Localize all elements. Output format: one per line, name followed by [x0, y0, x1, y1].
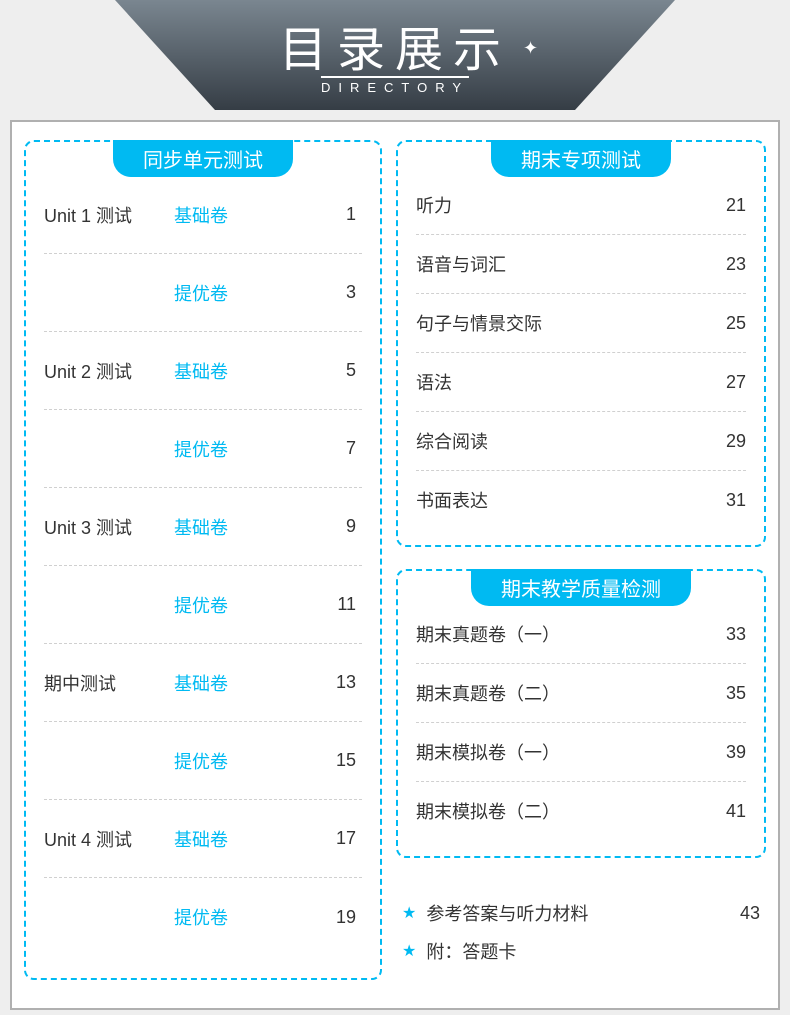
unit-page: 17 [274, 828, 362, 849]
toc-label: 语音与词汇 [416, 251, 710, 277]
unit-page: 3 [274, 282, 362, 303]
appendix-label: 参考答案与听力材料 [426, 900, 720, 926]
toc-row: 听力21 [416, 176, 746, 235]
unit-type: 提优卷 [174, 436, 274, 462]
right-panel-2-title: 期末教学质量检测 [471, 569, 691, 606]
toc-page: 39 [710, 742, 746, 763]
right-panel-1-title: 期末专项测试 [491, 140, 671, 177]
unit-row: Unit 3 测试基础卷9 [44, 488, 362, 566]
star-icon: ★ [402, 941, 416, 961]
toc-row: 期末模拟卷（二）41 [416, 782, 746, 840]
toc-page: 41 [710, 801, 746, 822]
toc-row: 语音与词汇23 [416, 235, 746, 294]
left-column: 同步单元测试 Unit 1 测试基础卷1提优卷3Unit 2 测试基础卷5提优卷… [24, 140, 382, 990]
right-panel-2: 期末教学质量检测 期末真题卷（一）33期末真题卷（二）35期末模拟卷（一）39期… [396, 569, 766, 858]
sparkle-icon: ✦ [523, 38, 538, 59]
toc-label: 期末模拟卷（一） [416, 739, 710, 765]
toc-page: 33 [710, 624, 746, 645]
appendix-row: ★ 参考答案与听力材料43 [402, 894, 760, 932]
header-banner: 目录展示 DIRECTORY ✦ [0, 0, 790, 110]
toc-row: 句子与情景交际25 [416, 294, 746, 353]
toc-label: 书面表达 [416, 487, 710, 513]
unit-row: 提优卷3 [44, 254, 362, 332]
unit-row: 提优卷15 [44, 722, 362, 800]
unit-page: 1 [274, 204, 362, 225]
toc-page: 35 [710, 683, 746, 704]
toc-page: 21 [710, 195, 746, 216]
toc-row: 综合阅读29 [416, 412, 746, 471]
unit-page: 15 [274, 750, 362, 771]
toc-row: 期末真题卷（一）33 [416, 605, 746, 664]
header-title: 目录展示 [279, 10, 511, 80]
unit-type: 提优卷 [174, 592, 274, 618]
appendix-label: 附：答题卡 [426, 938, 720, 964]
toc-label: 综合阅读 [416, 428, 710, 454]
unit-type: 提优卷 [174, 280, 274, 306]
header-subtitle: DIRECTORY [321, 76, 469, 95]
toc-label: 听力 [416, 192, 710, 218]
toc-label: 期末模拟卷（二） [416, 798, 710, 824]
unit-name: Unit 4 测试 [44, 826, 174, 852]
unit-row: 提优卷19 [44, 878, 362, 956]
appendix-page: 43 [720, 903, 760, 924]
toc-row: 书面表达31 [416, 471, 746, 529]
unit-name: 期中测试 [44, 670, 174, 696]
right-panel-1: 期末专项测试 听力21语音与词汇23句子与情景交际25语法27综合阅读29书面表… [396, 140, 766, 547]
unit-type: 基础卷 [174, 514, 274, 540]
unit-row: 提优卷7 [44, 410, 362, 488]
toc-page: 31 [710, 490, 746, 511]
unit-page: 11 [274, 594, 362, 615]
content-container: 同步单元测试 Unit 1 测试基础卷1提优卷3Unit 2 测试基础卷5提优卷… [10, 120, 780, 1010]
unit-type: 提优卷 [174, 748, 274, 774]
unit-page: 9 [274, 516, 362, 537]
unit-page: 7 [274, 438, 362, 459]
unit-type: 基础卷 [174, 358, 274, 384]
right-column: 期末专项测试 听力21语音与词汇23句子与情景交际25语法27综合阅读29书面表… [396, 140, 766, 990]
toc-row: 语法27 [416, 353, 746, 412]
unit-row: 期中测试基础卷13 [44, 644, 362, 722]
left-panel-title: 同步单元测试 [113, 140, 293, 177]
unit-page: 13 [274, 672, 362, 693]
toc-label: 句子与情景交际 [416, 310, 710, 336]
unit-page: 5 [274, 360, 362, 381]
left-panel: 同步单元测试 Unit 1 测试基础卷1提优卷3Unit 2 测试基础卷5提优卷… [24, 140, 382, 980]
toc-page: 27 [710, 372, 746, 393]
unit-row: Unit 1 测试基础卷1 [44, 176, 362, 254]
unit-name: Unit 3 测试 [44, 514, 174, 540]
unit-row: 提优卷11 [44, 566, 362, 644]
unit-type: 基础卷 [174, 826, 274, 852]
unit-row: Unit 2 测试基础卷5 [44, 332, 362, 410]
toc-page: 25 [710, 313, 746, 334]
toc-page: 23 [710, 254, 746, 275]
unit-type: 基础卷 [174, 202, 274, 228]
star-icon: ★ [402, 903, 416, 923]
unit-row: Unit 4 测试基础卷17 [44, 800, 362, 878]
toc-label: 期末真题卷（二） [416, 680, 710, 706]
toc-page: 29 [710, 431, 746, 452]
toc-row: 期末真题卷（二）35 [416, 664, 746, 723]
unit-type: 提优卷 [174, 904, 274, 930]
toc-label: 期末真题卷（一） [416, 621, 710, 647]
unit-name: Unit 2 测试 [44, 358, 174, 384]
unit-type: 基础卷 [174, 670, 274, 696]
appendix-block: ★ 参考答案与听力材料43 ★ 附：答题卡 [396, 894, 766, 970]
appendix-row: ★ 附：答题卡 [402, 932, 760, 970]
toc-label: 语法 [416, 369, 710, 395]
toc-row: 期末模拟卷（一）39 [416, 723, 746, 782]
unit-name: Unit 1 测试 [44, 202, 174, 228]
unit-page: 19 [274, 907, 362, 928]
